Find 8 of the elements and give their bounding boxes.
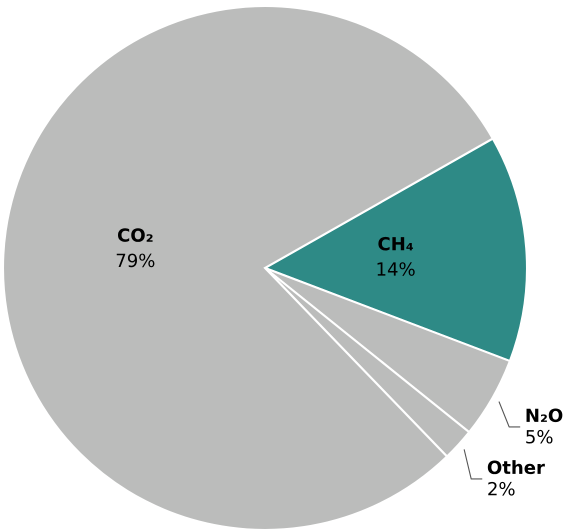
data-label: 79%: [116, 254, 154, 268]
data-label: 14%: [378, 262, 415, 276]
slice-label: CH₄: [378, 236, 414, 251]
slice-label: Other: [488, 460, 545, 474]
data-label: 5%: [526, 430, 553, 444]
data-label: 2%: [488, 482, 515, 496]
slice-label: CO₂: [118, 228, 153, 242]
slice-label: N₂O: [526, 408, 562, 422]
